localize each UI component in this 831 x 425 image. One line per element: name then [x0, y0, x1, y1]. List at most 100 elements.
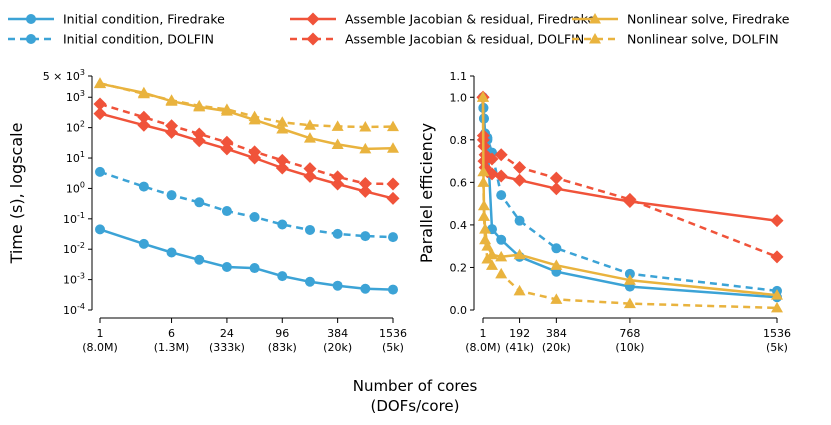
axes: 0.00.20.40.60.81.01.11(8.0M)192(41k)384(…	[450, 70, 792, 354]
data-point	[277, 271, 288, 282]
data-point	[550, 259, 563, 270]
data-point	[137, 110, 151, 124]
data-point	[496, 234, 507, 245]
data-point	[165, 125, 179, 139]
x-tick-sublabel: (83k)	[268, 341, 297, 354]
x-tick-label: 1536	[379, 327, 407, 340]
data-point	[388, 284, 398, 295]
data-point	[770, 250, 784, 264]
y-tick-label: 100	[66, 180, 85, 195]
data-point	[192, 127, 206, 141]
data-point	[485, 167, 499, 181]
data-point	[359, 142, 372, 154]
y-tick-label: 1.1	[450, 70, 468, 83]
data-point	[332, 280, 343, 291]
legend-marker	[589, 33, 601, 44]
x-tick-label: 1	[97, 327, 104, 340]
data-point	[494, 169, 508, 183]
data-point	[332, 228, 343, 239]
y-tick-label: 10-2	[63, 241, 85, 256]
data-point	[276, 123, 289, 134]
y-axis-title: Time (s), logscale	[7, 123, 26, 265]
x-tick-sublabel: (1.3M)	[154, 341, 190, 354]
x-tick-label: 192	[509, 327, 530, 340]
data-point	[303, 132, 316, 143]
legend-marker	[306, 12, 320, 26]
data-point	[304, 276, 315, 287]
data-point	[331, 120, 344, 131]
series-ic_fd	[95, 224, 398, 295]
data-point	[194, 254, 205, 265]
data-point	[388, 232, 398, 243]
x-tick-sublabel: (8.0M)	[82, 341, 118, 354]
data-point	[360, 231, 371, 242]
series-line	[99, 228, 394, 291]
data-point	[220, 135, 234, 149]
y-axis-title: Parallel efficiency	[417, 123, 436, 263]
series-line	[481, 97, 778, 258]
legend-marker	[26, 34, 36, 44]
data-point	[331, 177, 345, 191]
legend-marker	[589, 13, 601, 24]
data-point	[551, 243, 562, 254]
legend-marker	[26, 14, 36, 24]
data-point	[550, 293, 563, 304]
data-point	[477, 199, 490, 211]
series-ic_df	[95, 166, 398, 243]
x-tick-label: 1536	[763, 327, 791, 340]
data-point	[248, 145, 262, 159]
x-tick-sublabel: (20k)	[542, 341, 571, 354]
data-point	[513, 284, 526, 296]
data-point	[95, 224, 105, 235]
legend-label: Initial condition, DOLFIN	[63, 32, 214, 47]
data-point	[387, 142, 399, 153]
data-point	[303, 119, 316, 130]
data-point	[513, 160, 527, 174]
y-tick-label: 101	[66, 150, 85, 165]
data-point	[166, 247, 177, 258]
data-point	[358, 184, 372, 198]
data-point	[275, 153, 289, 167]
data-point	[249, 263, 260, 274]
data-point	[624, 268, 635, 279]
data-point	[485, 152, 499, 166]
data-point	[166, 190, 177, 201]
data-point	[623, 192, 637, 206]
legend-entry-ic_fd: Initial condition, Firedrake	[8, 12, 225, 27]
data-point	[623, 297, 636, 309]
x-tick-label: 1	[480, 327, 487, 340]
data-point	[477, 176, 490, 187]
data-point	[220, 103, 233, 114]
data-point	[771, 301, 783, 313]
data-point	[494, 148, 508, 162]
data-point	[387, 120, 399, 132]
data-point	[513, 248, 526, 260]
data-point	[386, 191, 400, 205]
x-tick-label: 24	[220, 327, 234, 340]
data-point	[303, 169, 317, 183]
data-point	[249, 211, 260, 222]
x-tick-sublabel: (20k)	[323, 341, 352, 354]
data-point	[359, 120, 372, 132]
x-tick-sublabel: (5k)	[382, 341, 404, 354]
data-point	[248, 110, 261, 122]
data-point	[358, 177, 372, 191]
data-point	[513, 173, 527, 187]
x-tick-label: 384	[546, 327, 567, 340]
legend-label: Nonlinear solve, DOLFIN	[627, 32, 779, 47]
data-point	[277, 219, 288, 230]
data-point	[495, 250, 508, 262]
x-axis-subtitle: (DOFs/core)	[370, 397, 459, 415]
series-nl_df	[94, 77, 399, 132]
y-tick-label: 102	[66, 120, 85, 135]
data-point	[479, 233, 492, 245]
legend-entry-nl_df: Nonlinear solve, DOLFIN	[572, 32, 779, 47]
series-as_fd	[93, 107, 400, 205]
y-tick-label: 10-3	[63, 272, 85, 287]
x-tick-sublabel: (8.0M)	[465, 341, 501, 354]
time-panel: 10-4 10-3 10-2 10-1 100 101 102 103 5 × 103 1(8.0…	[7, 68, 407, 354]
data-point	[275, 161, 289, 175]
data-point	[193, 99, 206, 111]
series-as_fd	[476, 90, 784, 228]
y-tick-label: 0.6	[450, 176, 468, 189]
